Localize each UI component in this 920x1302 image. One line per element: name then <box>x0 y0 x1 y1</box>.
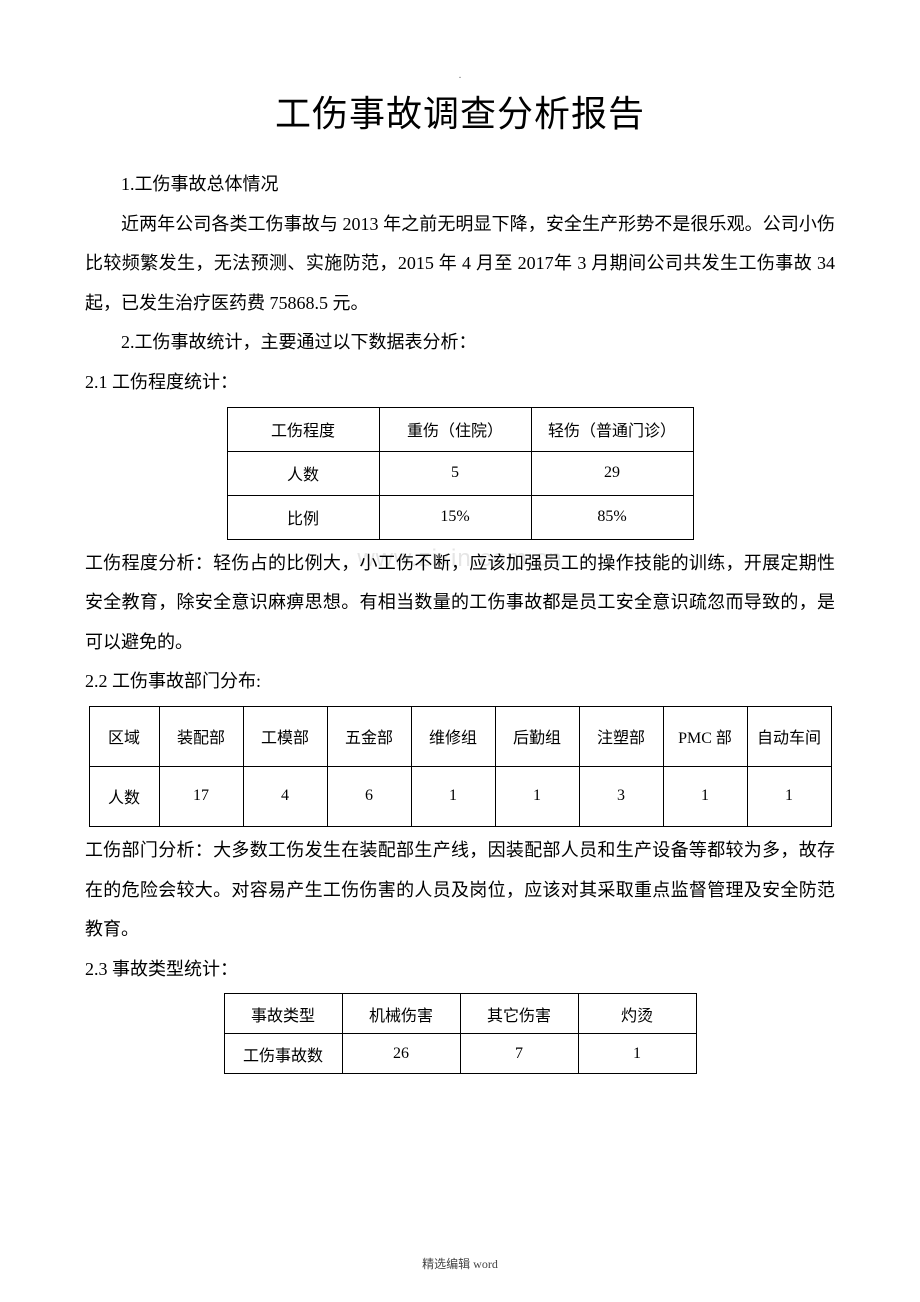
table-row: 工伤事故数 26 7 1 <box>224 1034 696 1074</box>
accident-type-table: 事故类型 机械伤害 其它伤害 灼烫 工伤事故数 26 7 1 <box>224 993 697 1074</box>
subsection-2-2-heading: 2.2 工伤事故部门分布: <box>85 662 835 702</box>
table-cell: 重伤（住院） <box>379 407 531 451</box>
table-cell: 机械伤害 <box>342 994 460 1034</box>
table-row: 人数 17 4 6 1 1 3 1 1 <box>89 766 831 826</box>
section1-paragraph: 近两年公司各类工伤事故与 2013 年之前无明显下降，安全生产形势不是很乐观。公… <box>85 205 835 324</box>
table-cell: 3 <box>579 766 663 826</box>
table-row: 人数 5 29 <box>227 451 693 495</box>
table-cell: 1 <box>663 766 747 826</box>
table-cell: 15% <box>379 495 531 539</box>
table-row: 比例 15% 85% <box>227 495 693 539</box>
table-row: 区域 装配部 工模部 五金部 维修组 后勤组 注塑部 PMC 部 自动车间 <box>89 706 831 766</box>
table-cell: 后勤组 <box>495 706 579 766</box>
header-marker: . <box>459 70 462 81</box>
table-cell: 装配部 <box>159 706 243 766</box>
table-cell: 工模部 <box>243 706 327 766</box>
table-cell: 维修组 <box>411 706 495 766</box>
table-cell: 5 <box>379 451 531 495</box>
table-cell: 人数 <box>227 451 379 495</box>
table-cell: 五金部 <box>327 706 411 766</box>
subsection-2-2-analysis: 工伤部门分析：大多数工伤发生在装配部生产线，因装配部人员和生产设备等都较为多，故… <box>85 831 835 950</box>
section1-heading: 1.工伤事故总体情况 <box>85 165 835 205</box>
table-cell: 轻伤（普通门诊） <box>531 407 693 451</box>
table-cell: 7 <box>460 1034 578 1074</box>
table-cell: 6 <box>327 766 411 826</box>
table-cell: PMC 部 <box>663 706 747 766</box>
table-cell: 其它伤害 <box>460 994 578 1034</box>
table-cell: 4 <box>243 766 327 826</box>
table-cell: 灼烫 <box>578 994 696 1034</box>
injury-severity-table: 工伤程度 重伤（住院） 轻伤（普通门诊） 人数 5 29 比例 15% 85% <box>227 407 694 540</box>
table-cell: 区域 <box>89 706 159 766</box>
subsection-2-1-heading: 2.1 工伤程度统计： <box>85 363 835 403</box>
table-row: 事故类型 机械伤害 其它伤害 灼烫 <box>224 994 696 1034</box>
table-cell: 工伤程度 <box>227 407 379 451</box>
table-row: 工伤程度 重伤（住院） 轻伤（普通门诊） <box>227 407 693 451</box>
subsection-2-3-heading: 2.3 事故类型统计： <box>85 950 835 990</box>
table-cell: 自动车间 <box>747 706 831 766</box>
table-cell: 事故类型 <box>224 994 342 1034</box>
table-cell: 注塑部 <box>579 706 663 766</box>
table-cell: 1 <box>495 766 579 826</box>
table-cell: 1 <box>411 766 495 826</box>
department-distribution-table: 区域 装配部 工模部 五金部 维修组 后勤组 注塑部 PMC 部 自动车间 人数… <box>89 706 832 827</box>
table-cell: 人数 <box>89 766 159 826</box>
table-cell: 85% <box>531 495 693 539</box>
table-cell: 比例 <box>227 495 379 539</box>
document-content: 工伤事故调查分析报告 1.工伤事故总体情况 近两年公司各类工伤事故与 2013 … <box>85 85 835 1074</box>
table-cell: 29 <box>531 451 693 495</box>
table-cell: 17 <box>159 766 243 826</box>
table-cell: 1 <box>578 1034 696 1074</box>
table-cell: 1 <box>747 766 831 826</box>
table-cell: 工伤事故数 <box>224 1034 342 1074</box>
page-footer: 精选编辑 word <box>422 1255 498 1272</box>
section2-heading: 2.工伤事故统计，主要通过以下数据表分析： <box>85 323 835 363</box>
page-title: 工伤事故调查分析报告 <box>85 85 835 137</box>
table-cell: 26 <box>342 1034 460 1074</box>
subsection-2-1-analysis: 工伤程度分析：轻伤占的比例大，小工伤不断，应该加强员工的操作技能的训练，开展定期… <box>85 544 835 663</box>
